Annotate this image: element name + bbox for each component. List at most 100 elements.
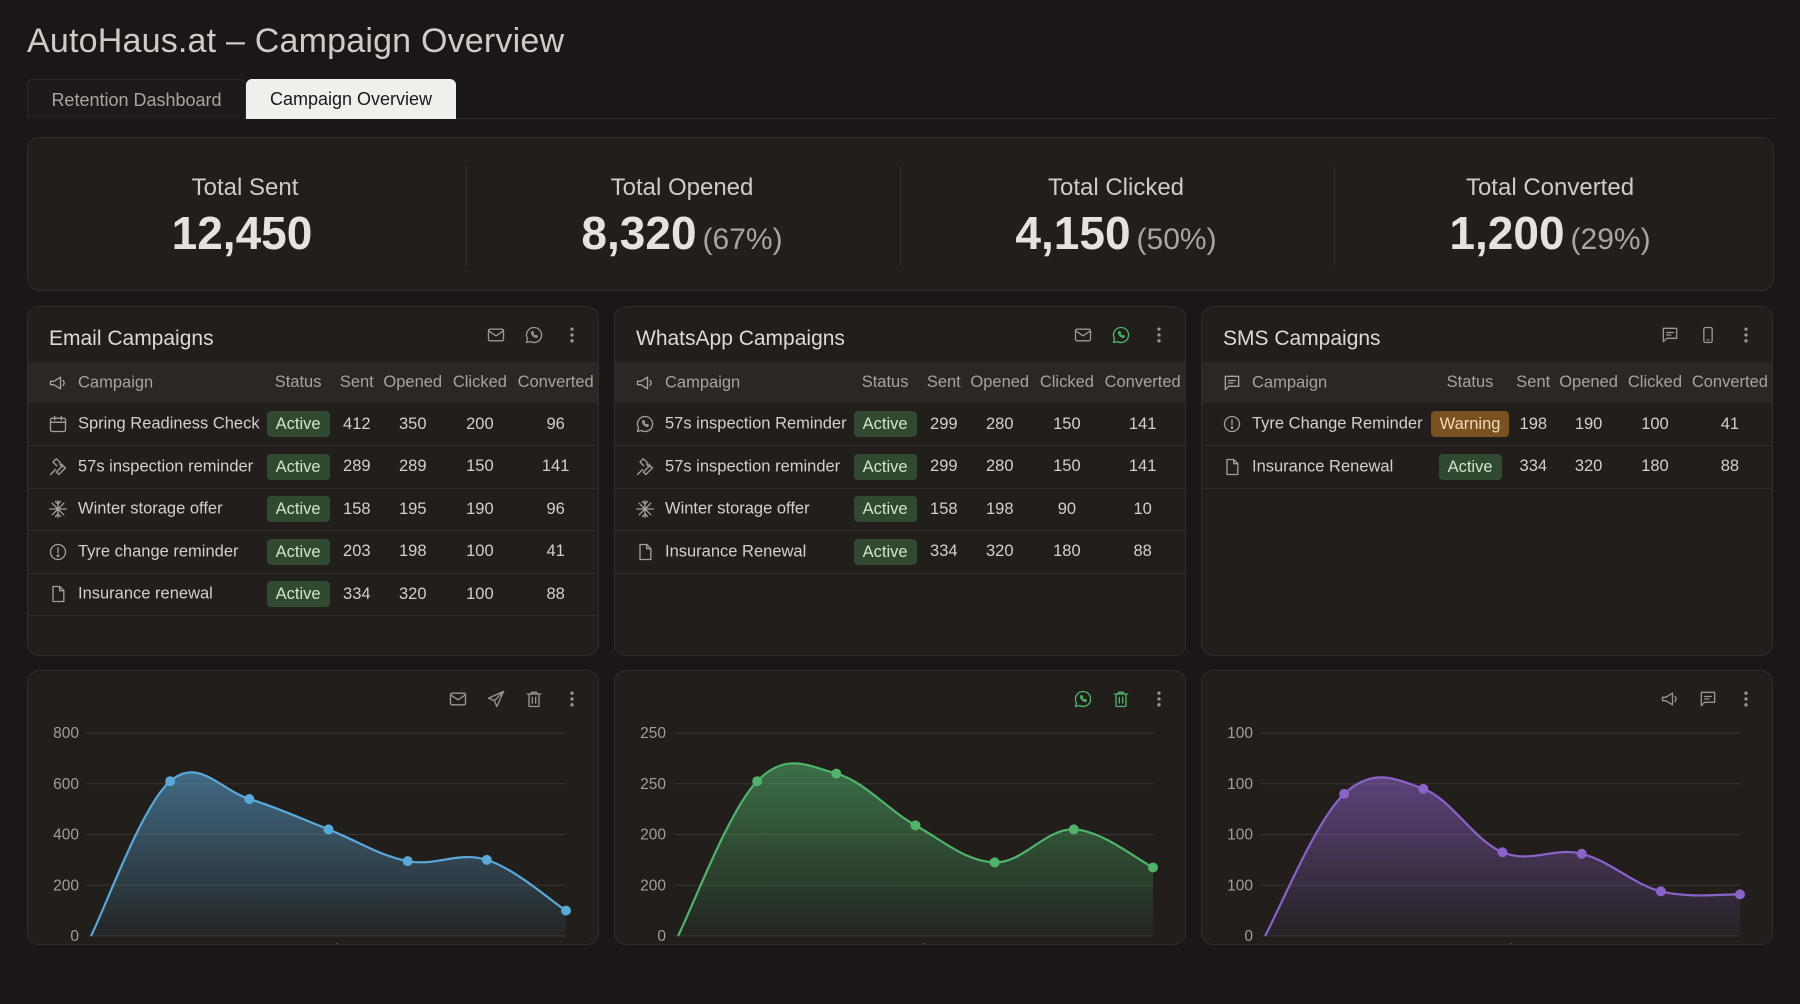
data-point[interactable]: [1497, 847, 1508, 858]
whatsapp-campaigns-panel: WhatsApp Campaigns Campaign Status Sent Ope…: [614, 306, 1186, 656]
tab-campaign-overview[interactable]: Campaign Overview: [246, 79, 456, 119]
y-tick-label: 250: [640, 776, 666, 793]
data-point[interactable]: [561, 905, 571, 916]
whatsapp-action-icon[interactable]: [1109, 323, 1133, 347]
column-header-converted[interactable]: Converted: [1687, 362, 1772, 403]
sent-cell: 203: [334, 530, 379, 574]
column-header-clicked[interactable]: Clicked: [1622, 362, 1688, 403]
table-row[interactable]: Tyre change reminder Active 203 198 100 41: [28, 530, 598, 574]
mail-action-icon[interactable]: [484, 323, 508, 347]
column-header-campaign[interactable]: Campaign: [1202, 362, 1429, 403]
table-row[interactable]: 57s inspection reminder Active 289 289 150 14…: [28, 445, 598, 489]
more-vertical-action-icon[interactable]: [560, 687, 584, 711]
more-vertical-action-icon[interactable]: [560, 323, 584, 347]
send-action-icon[interactable]: [484, 687, 508, 711]
column-header-converted[interactable]: Converted: [513, 362, 598, 403]
campaign-name: Tyre Change Reminder: [1252, 414, 1423, 433]
document-icon: [1222, 457, 1242, 477]
table-row[interactable]: 57s inspection Reminder Active 299 280 150 14…: [615, 403, 1185, 446]
whatsapp-trend-chart-panel: 0 200 200 250 250 Jan Mar May Jul Oct Nov Dec: [614, 670, 1186, 945]
status-cell: Active: [261, 488, 335, 531]
data-point[interactable]: [1148, 862, 1158, 873]
column-header-sent[interactable]: Sent: [921, 362, 966, 403]
trash-action-icon[interactable]: [522, 687, 546, 711]
tab-retention-dashboard[interactable]: Retention Dashboard: [27, 79, 246, 119]
more-vertical-action-icon[interactable]: [1147, 323, 1171, 347]
converted-cell: 96: [513, 403, 598, 446]
data-point[interactable]: [752, 776, 763, 787]
column-header-opened[interactable]: Opened: [379, 362, 447, 403]
clicked-cell: 150: [446, 445, 514, 489]
chat-action-icon[interactable]: [1658, 323, 1682, 347]
data-point[interactable]: [1735, 889, 1745, 900]
mail-action-icon[interactable]: [1071, 323, 1095, 347]
data-point[interactable]: [244, 793, 255, 804]
mail-action-icon[interactable]: [446, 687, 470, 711]
clicked-cell: 100: [446, 530, 514, 574]
opened-cell: 289: [379, 445, 447, 489]
status-badge: Active: [266, 411, 330, 437]
table-row[interactable]: 57s inspection reminder Active 299 280 150 14…: [615, 445, 1185, 489]
column-header-status[interactable]: Status: [1428, 362, 1512, 403]
more-vertical-action-icon[interactable]: [1734, 323, 1758, 347]
kpi-divider: [900, 166, 901, 266]
whatsapp-action-icon[interactable]: [522, 323, 546, 347]
data-point[interactable]: [481, 854, 492, 865]
data-point[interactable]: [323, 824, 334, 835]
data-point[interactable]: [989, 857, 1000, 868]
kpi-divider: [1334, 166, 1335, 266]
more-vertical-action-icon[interactable]: [1147, 687, 1171, 711]
data-point[interactable]: [1576, 848, 1587, 859]
data-point[interactable]: [1339, 788, 1350, 799]
column-header-campaign[interactable]: Campaign: [615, 362, 849, 403]
table-row[interactable]: Spring Readiness Check Active 412 350 200 96: [28, 403, 598, 446]
clicked-cell: 180: [1622, 445, 1688, 489]
column-header-status[interactable]: Status: [261, 362, 335, 403]
phone-action-icon[interactable]: [1696, 323, 1720, 347]
megaphone-action-icon[interactable]: [1658, 687, 1682, 711]
campaign-cell: Winter storage offer: [28, 488, 262, 531]
data-point[interactable]: [1655, 886, 1666, 897]
campaign-name: Spring Readiness Check: [78, 414, 260, 433]
kpi-label: Total Clicked: [1047, 174, 1185, 201]
campaign-name: 57s inspection reminder: [665, 457, 841, 476]
table-row[interactable]: Tyre Change Reminder Warning 198 190 100 41: [1202, 403, 1772, 446]
data-point[interactable]: [402, 856, 413, 867]
kpi-value: 1,200: [1449, 207, 1565, 259]
x-tick-label: Jul: [906, 942, 926, 945]
column-header-sent[interactable]: Sent: [334, 362, 379, 403]
data-point[interactable]: [831, 768, 842, 779]
column-header-sent[interactable]: Sent: [1511, 362, 1556, 403]
table-row[interactable]: Insurance renewal Active 334 320 100 88: [28, 573, 598, 616]
column-header-clicked[interactable]: Clicked: [446, 362, 514, 403]
table-header-row: Campaign Status Sent Opened Clicked Converted: [28, 362, 598, 403]
table-row[interactable]: Insurance Renewal Active 334 320 180 88: [615, 530, 1185, 574]
chat-action-icon[interactable]: [1696, 687, 1720, 711]
document-icon: [635, 542, 655, 562]
table-header-row: Campaign Status Sent Opened Clicked Converted: [615, 362, 1185, 403]
y-tick-label: 100: [1227, 877, 1253, 894]
data-point[interactable]: [1068, 824, 1079, 835]
y-tick-label: 200: [640, 877, 666, 894]
data-point[interactable]: [1418, 783, 1429, 794]
trash-action-icon[interactable]: [1109, 687, 1133, 711]
column-header-opened[interactable]: Opened: [966, 362, 1034, 403]
column-header-status[interactable]: Status: [848, 362, 922, 403]
kpi-percent: (50%): [1136, 223, 1217, 256]
data-point[interactable]: [910, 820, 921, 831]
column-header-clicked[interactable]: Clicked: [1033, 362, 1101, 403]
table-row[interactable]: Insurance Renewal Active 334 320 180 88: [1202, 445, 1772, 489]
x-tick-label: Nov: [1647, 942, 1675, 945]
more-vertical-action-icon[interactable]: [1734, 687, 1758, 711]
x-tick-label: Oct: [983, 942, 1008, 945]
column-header-converted[interactable]: Converted: [1100, 362, 1185, 403]
whatsapp-action-icon[interactable]: [1071, 687, 1095, 711]
data-point[interactable]: [165, 776, 176, 787]
table-row[interactable]: Winter storage offer Active 158 198 90 10: [615, 488, 1185, 531]
sms-trend-chart: 0 100 100 100 100 Jan Mar May Jul Oct Nov Dec: [1227, 725, 1754, 945]
kpi-value: 12,450: [171, 207, 313, 259]
column-header-opened[interactable]: Opened: [1555, 362, 1623, 403]
email-trend-chart-panel: 0 200 400 600 800 Jan Mar May Jul Oct Nov Dec: [27, 670, 599, 945]
table-row[interactable]: Winter storage offer Active 158 195 190 96: [28, 488, 598, 531]
column-header-campaign[interactable]: Campaign: [28, 362, 262, 403]
